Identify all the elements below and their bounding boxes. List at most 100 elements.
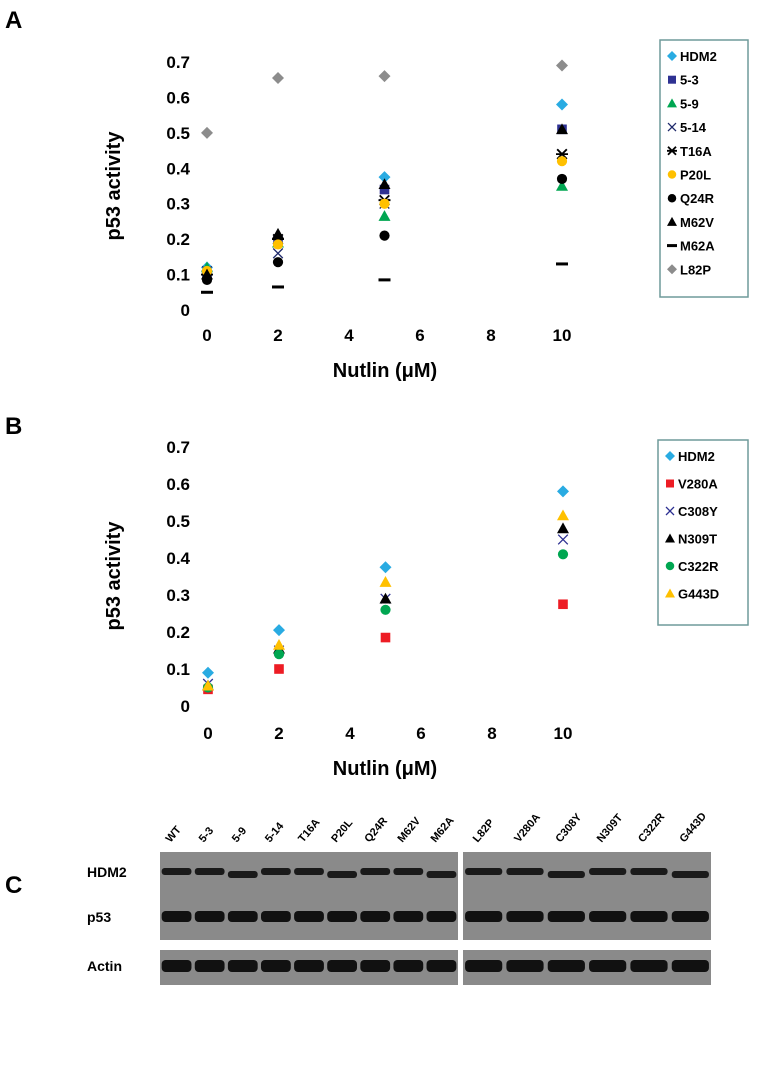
point	[378, 178, 391, 190]
band	[465, 911, 503, 922]
y-tick-label: 0.2	[166, 623, 190, 642]
band	[393, 911, 424, 922]
legend-label: V280A	[678, 477, 718, 492]
band	[161, 868, 192, 875]
point	[557, 522, 569, 534]
band	[426, 871, 457, 878]
legend-label: 5-9	[680, 96, 699, 111]
y-tick-label: 0	[181, 697, 190, 716]
band	[260, 868, 291, 875]
band	[547, 871, 585, 878]
legend-label: T16A	[680, 144, 712, 159]
legend-label: HDM2	[680, 49, 717, 64]
y-tick-label: 0.1	[166, 660, 190, 679]
x-tick-label: 6	[415, 326, 424, 345]
point	[274, 664, 284, 674]
band	[194, 911, 225, 922]
band	[547, 960, 585, 972]
point	[202, 679, 214, 691]
band	[393, 960, 424, 972]
point	[380, 604, 391, 615]
band	[630, 960, 668, 972]
legend-marker	[665, 588, 675, 598]
band	[294, 960, 324, 972]
point	[556, 123, 568, 135]
band	[327, 871, 358, 878]
panel-label: C	[5, 872, 22, 899]
x-axis-label: Nutlin (μM)	[333, 758, 437, 780]
legend-marker	[667, 264, 677, 275]
point	[379, 198, 390, 209]
band	[465, 960, 503, 972]
band	[630, 868, 668, 875]
point	[556, 98, 568, 111]
point	[272, 71, 284, 84]
point	[378, 70, 391, 83]
band	[630, 911, 668, 922]
legend-label: C322R	[678, 559, 719, 574]
gel	[160, 852, 458, 940]
legend-label: HDM2	[678, 449, 715, 464]
point	[379, 576, 392, 587]
band	[161, 960, 192, 972]
y-tick-label: 0.3	[166, 195, 190, 214]
legend-marker	[666, 479, 674, 488]
y-tick-label: 0.1	[166, 266, 190, 285]
x-tick-label: 10	[553, 326, 572, 345]
point	[378, 171, 391, 184]
row-label: p53	[87, 909, 111, 925]
y-tick-label: 0.5	[166, 512, 190, 531]
band	[426, 960, 457, 972]
y-tick-label: 0.4	[166, 159, 190, 178]
band	[360, 960, 391, 972]
legend-label: P20L	[680, 168, 711, 183]
band	[327, 911, 358, 922]
y-tick-label: 0.7	[166, 438, 190, 457]
band	[506, 911, 544, 922]
y-tick-label: 0.2	[166, 230, 190, 249]
point	[378, 278, 391, 282]
legend-marker	[667, 51, 677, 61]
band	[506, 960, 544, 972]
point	[273, 638, 285, 650]
legend-marker	[667, 244, 677, 248]
legend-marker	[665, 451, 675, 461]
legend-label: L82P	[680, 262, 711, 277]
legend-marker	[667, 146, 677, 156]
x-tick-label: 4	[344, 326, 354, 345]
legend-marker	[667, 98, 677, 108]
legend-marker	[665, 506, 675, 516]
band	[547, 911, 585, 922]
point	[201, 268, 213, 280]
panel-label: A	[5, 7, 22, 34]
band	[260, 960, 291, 972]
gel	[463, 950, 711, 985]
point	[272, 227, 284, 239]
row-label: HDM2	[87, 864, 127, 880]
x-tick-label: 0	[202, 326, 211, 345]
band	[194, 960, 225, 972]
band	[671, 871, 709, 878]
point	[273, 649, 285, 660]
band	[327, 960, 358, 972]
band	[294, 868, 324, 875]
legend-marker	[667, 216, 677, 226]
band	[465, 868, 503, 875]
point	[557, 534, 569, 545]
point	[201, 126, 213, 139]
legend-label: G443D	[678, 587, 719, 602]
point	[556, 59, 568, 72]
band	[589, 960, 627, 972]
point	[558, 599, 568, 610]
point	[556, 156, 568, 167]
point	[272, 248, 284, 259]
y-tick-label: 0.7	[166, 53, 190, 72]
x-axis-label: Nutlin (μM)	[333, 360, 437, 382]
band	[589, 911, 627, 922]
y-tick-label: 0.3	[166, 586, 190, 605]
y-tick-label: 0	[181, 301, 190, 320]
band	[360, 868, 391, 875]
band	[227, 960, 258, 972]
y-tick-label: 0.4	[166, 549, 190, 568]
